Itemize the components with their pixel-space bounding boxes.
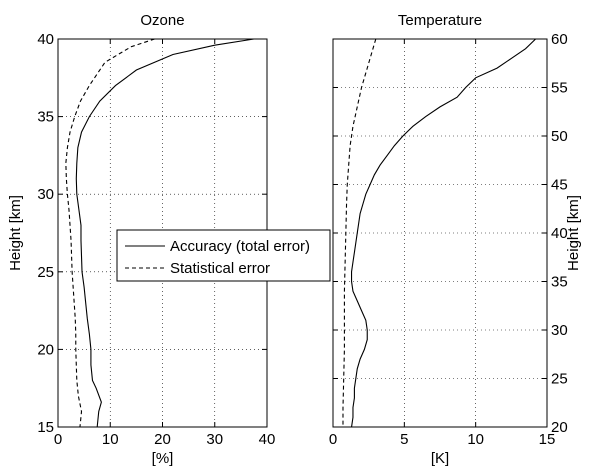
chart-title: Temperature	[398, 12, 482, 29]
legend: Accuracy (total error) Statistical error	[116, 229, 331, 282]
x-tick-label: 10	[102, 431, 119, 448]
statistical-error-line	[342, 38, 377, 427]
legend-entry-label: Statistical error	[170, 260, 270, 277]
x-tick-label: 10	[467, 431, 484, 448]
y-tick-label: 35	[551, 274, 568, 291]
y-tick-label: 20	[37, 341, 54, 358]
y-tick-label: 25	[551, 371, 568, 388]
y-tick-label: 30	[37, 186, 54, 203]
y-tick-label: 45	[551, 177, 568, 194]
y-tick-label: 40	[37, 31, 54, 48]
y-tick-label: 40	[551, 225, 568, 242]
y-tick-label: 20	[551, 419, 568, 436]
ozone-panel: 0 10 20 30 40 15 20 25 30 35 40 Ozone [%] Height [km]…	[7, 12, 331, 467]
x-tick-label: 40	[259, 431, 276, 448]
y-tick-label: 25	[37, 264, 54, 281]
y-tick-label: 35	[37, 109, 54, 126]
x-axis-label: [K]	[431, 450, 449, 467]
y-tick-label: 15	[37, 419, 54, 436]
y-tick-label: 50	[551, 128, 568, 145]
chart-title: Ozone	[140, 12, 184, 29]
y-axis-label: Height [km]	[565, 195, 582, 271]
x-tick-label: 0	[329, 431, 337, 448]
x-tick-label: 30	[206, 431, 223, 448]
y-axis-label: Height [km]	[7, 195, 24, 271]
x-tick-label: 5	[400, 431, 408, 448]
accuracy-line	[351, 38, 536, 428]
y-tick-label: 55	[551, 80, 568, 97]
x-axis-label: [%]	[152, 450, 174, 467]
x-tick-label: 0	[54, 431, 62, 448]
accuracy-line	[75, 38, 255, 428]
legend-entry-label: Accuracy (total error)	[170, 238, 310, 255]
y-tick-label: 30	[551, 322, 568, 339]
statistical-error-line	[65, 38, 155, 428]
x-tick-label: 15	[539, 431, 556, 448]
x-tick-label: 20	[154, 431, 171, 448]
y-tick-label: 60	[551, 31, 568, 48]
legend-box	[116, 229, 331, 282]
